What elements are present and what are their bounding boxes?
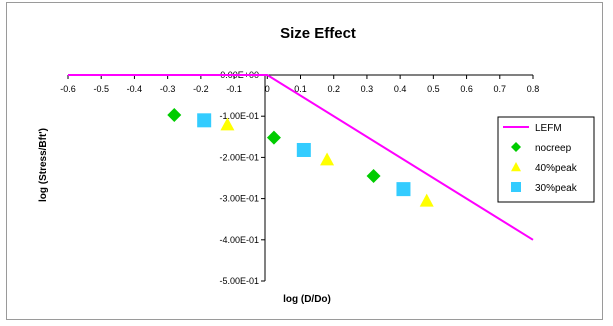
series-lefm-line xyxy=(68,74,534,241)
series-layer xyxy=(68,74,534,241)
x-tick-label: -0.6 xyxy=(60,84,76,94)
data-point xyxy=(366,168,381,183)
x-tick-label: 0.4 xyxy=(394,84,407,94)
data-point xyxy=(167,107,182,122)
legend-swatch xyxy=(511,162,521,172)
data-point xyxy=(296,142,311,157)
y-tick-label: -4.00E-01 xyxy=(219,235,259,245)
x-tick-label: 0.6 xyxy=(460,84,473,94)
x-tick-label: -0.3 xyxy=(160,84,176,94)
x-axis-title: log (D/Do) xyxy=(283,294,331,305)
data-point xyxy=(266,130,281,145)
legend-swatch xyxy=(511,182,521,192)
legend-label: 30%peak xyxy=(535,183,578,194)
y-tick-label: -2.00E-01 xyxy=(219,152,259,162)
legend-swatch xyxy=(511,142,521,152)
data-point xyxy=(320,152,335,166)
x-tick-label: 0.5 xyxy=(427,84,440,94)
x-tick-label: 0.2 xyxy=(327,84,340,94)
data-point xyxy=(419,193,434,207)
x-tick-label: -0.5 xyxy=(93,84,109,94)
x-tick-label: 0.3 xyxy=(361,84,374,94)
y-axis-title: log (Stress/Bft') xyxy=(38,128,49,202)
chart-title: Size Effect xyxy=(280,25,356,42)
y-tick-label: -5.00E-01 xyxy=(219,276,259,286)
data-point xyxy=(220,117,235,131)
x-tick-label: 0 xyxy=(265,84,270,94)
x-tick-label: 0.8 xyxy=(527,84,540,94)
x-tick-label: 0.1 xyxy=(294,84,307,94)
legend-label: 40%peak xyxy=(535,163,578,174)
x-tick-label: -0.4 xyxy=(127,84,143,94)
y-tick-label: -3.00E-01 xyxy=(219,194,259,204)
x-tick-label: 0.7 xyxy=(494,84,507,94)
x-tick-label: -0.2 xyxy=(193,84,209,94)
x-tick-label: -0.1 xyxy=(226,84,242,94)
axes: -0.6 -0.5 -0.4 -0.3 -0.2 -0.1 0 0.1 0.2 0.3 0.4 0.5… xyxy=(60,70,539,286)
legend-label: LEFM xyxy=(535,123,562,134)
data-point xyxy=(197,113,212,128)
data-point xyxy=(396,182,411,197)
y-tick-label: -1.00E-01 xyxy=(219,111,259,121)
legend-label: nocreep xyxy=(535,143,572,154)
legend: LEFM nocreep 40%peak 30%peak xyxy=(497,116,595,203)
